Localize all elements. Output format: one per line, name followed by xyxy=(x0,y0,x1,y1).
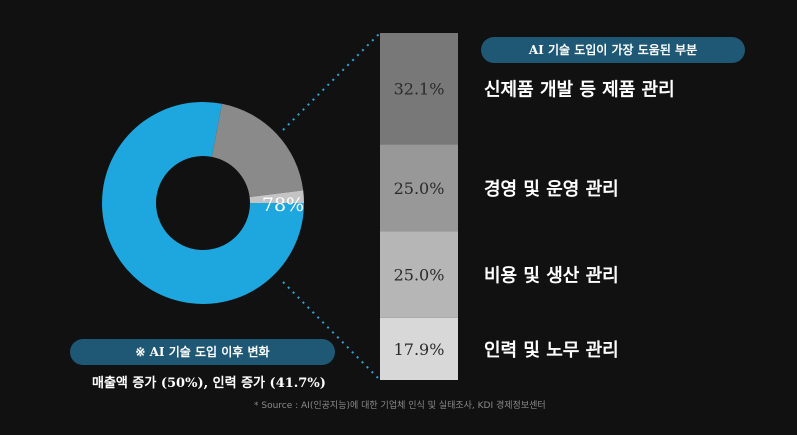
donut-slice-0 xyxy=(102,102,304,304)
connector-top xyxy=(282,32,381,131)
bar-value-label-0: 32.1% xyxy=(394,80,445,99)
donut-center-label: 78% xyxy=(262,194,304,216)
bar-value-label-2: 25.0% xyxy=(394,266,445,285)
bar-category-label-1: 경영 및 운영 관리 xyxy=(484,179,619,200)
donut-slice-1 xyxy=(211,103,304,198)
donut-slice-2 xyxy=(249,190,304,203)
source-note: * Source : AI(인공지능)에 대한 기업체 인식 및 실태조사, K… xyxy=(254,401,546,411)
bar-segment-1 xyxy=(380,144,458,232)
bar-chart-title: AI 기술 도입이 가장 도움된 부분 xyxy=(481,37,745,63)
bar-value-label-1: 25.0% xyxy=(394,179,445,198)
bar-segment-2 xyxy=(380,231,458,318)
bar-category-label-2: 비용 및 생산 관리 xyxy=(484,266,619,287)
bar-category-label-0: 신제품 개발 등 제품 관리 xyxy=(484,80,675,101)
bar-category-label-3: 인력 및 노무 관리 xyxy=(484,340,619,361)
donut-caption-text: 매출액 증가 (50%), 인력 증가 (41.7%) xyxy=(92,376,326,391)
bar-segment-3 xyxy=(380,317,458,380)
donut-caption-title: ※ AI 기술 도입 이후 변화 xyxy=(70,339,335,365)
bar-segment-0 xyxy=(380,33,458,145)
bar-value-label-3: 17.9% xyxy=(394,340,445,359)
connector-bottom xyxy=(282,281,381,381)
